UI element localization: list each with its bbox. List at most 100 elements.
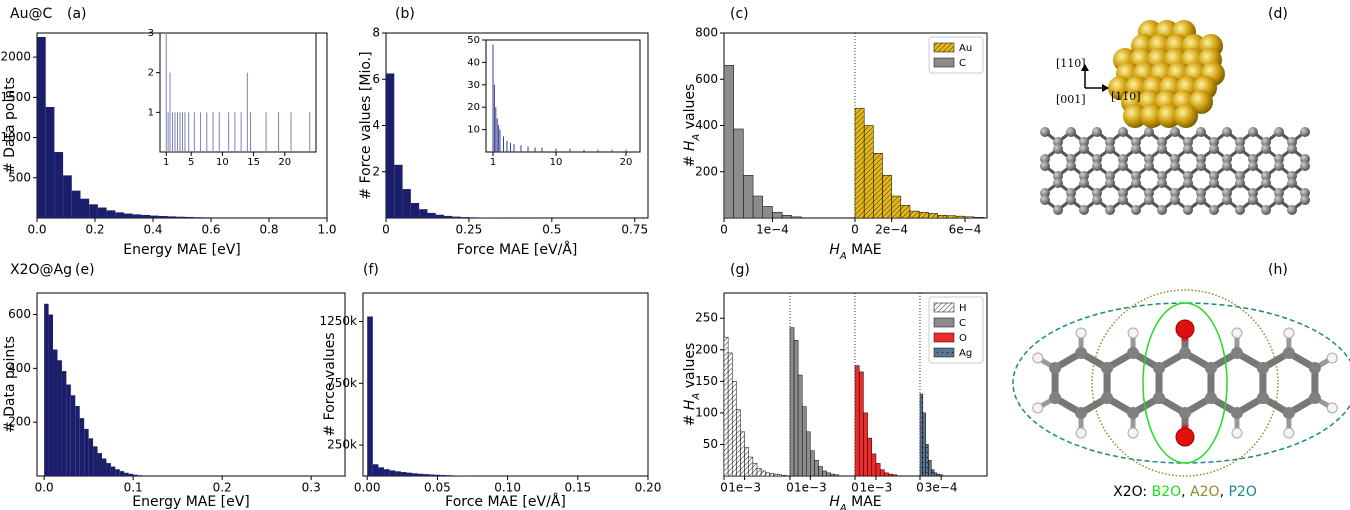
- c-atom: [1300, 127, 1310, 137]
- h-atom: [1231, 327, 1243, 339]
- bar: [727, 352, 733, 477]
- bar: [66, 384, 71, 476]
- bar: [743, 174, 754, 219]
- h-atom: [1075, 327, 1087, 339]
- bar: [884, 472, 889, 477]
- c-atom: [1235, 137, 1245, 147]
- c-atom: [1075, 407, 1088, 419]
- bar: [97, 453, 102, 476]
- c-atom: [1118, 127, 1128, 137]
- x-tick-label: 0.0: [35, 481, 54, 495]
- legend-label: O: [959, 333, 967, 344]
- c-atom: [1053, 205, 1063, 215]
- caption: X2O: B2O, A2O, P2O: [1113, 484, 1257, 500]
- bar: [765, 472, 770, 477]
- bar: [939, 474, 943, 477]
- x-tick-label: 6e−4: [949, 223, 982, 237]
- y-tick-label: 400: [695, 118, 718, 132]
- b2o-ellipse: [1142, 302, 1228, 464]
- bar: [867, 437, 873, 477]
- caption-part: X2O:: [1113, 484, 1151, 500]
- au-atom: [1174, 104, 1198, 128]
- y-tick-label: 40: [467, 57, 480, 68]
- y-axis-label: # HA values: [682, 84, 702, 168]
- arrow-head: [1102, 84, 1109, 92]
- bar: [937, 214, 947, 219]
- bar: [452, 216, 461, 218]
- bar: [423, 474, 429, 476]
- bar: [822, 470, 827, 477]
- bar: [891, 195, 902, 219]
- bar: [736, 409, 741, 477]
- label-part: values: [682, 84, 698, 134]
- c-atom: [1196, 127, 1206, 137]
- c-atom: [1157, 178, 1167, 188]
- bar: [97, 207, 107, 218]
- o-atom: [1175, 427, 1195, 447]
- plot-area: [485, 39, 641, 153]
- bar: [909, 210, 920, 219]
- c-atom: [1261, 137, 1271, 147]
- caption-part: B2O: [1152, 484, 1182, 500]
- x-axis-label: Force MAE [eV/Å]: [445, 493, 566, 510]
- bar: [434, 474, 441, 476]
- c-atom: [1204, 392, 1217, 404]
- bar: [756, 468, 762, 477]
- bar: [806, 431, 811, 477]
- bar: [760, 470, 766, 477]
- c-atom: [1170, 127, 1180, 137]
- c-atom: [1256, 392, 1269, 404]
- bar: [873, 153, 883, 219]
- c-atom: [1066, 154, 1076, 164]
- c-atom: [1144, 188, 1154, 198]
- c-atom: [1248, 127, 1258, 137]
- y-axis-label: # Data points: [2, 77, 18, 174]
- x-tick-label: 0.6: [201, 223, 220, 237]
- c-atom: [1075, 347, 1088, 359]
- bar: [879, 469, 885, 477]
- h-atom: [1283, 427, 1295, 439]
- y-tick-label: 8: [372, 26, 380, 40]
- x-tick-label: 1.0: [317, 223, 336, 237]
- c-atom: [1261, 205, 1271, 215]
- bar: [818, 466, 823, 477]
- x-tick-label: 0.05: [424, 481, 451, 495]
- c-atom: [1235, 144, 1245, 154]
- y-tick-label: 50: [703, 437, 718, 451]
- x-tick-label: 5: [188, 157, 194, 168]
- c-atom: [1157, 137, 1167, 147]
- c-atom: [1274, 127, 1284, 137]
- c-atom: [1230, 407, 1243, 419]
- c-atom: [1040, 188, 1050, 198]
- bar: [793, 340, 799, 477]
- c-atom: [1144, 195, 1154, 205]
- legend-swatch: [933, 57, 955, 68]
- c-atom: [1222, 161, 1232, 171]
- bar: [928, 213, 938, 219]
- x-tick-label: 1: [490, 157, 496, 168]
- x-tick-label: 0.20: [635, 481, 662, 495]
- x-axis-label: HA MAE: [829, 242, 881, 262]
- au-atom: [1157, 104, 1181, 128]
- x-tick-label: 0.4: [143, 223, 162, 237]
- legend-box: [928, 296, 984, 364]
- x-tick-label: 1e−3: [860, 481, 893, 495]
- bar: [451, 475, 458, 476]
- h-atom: [1326, 402, 1338, 414]
- bar: [389, 470, 396, 476]
- y-tick-label: 600: [695, 72, 718, 86]
- c-atom: [1118, 154, 1128, 164]
- c-atom: [1274, 161, 1284, 171]
- c-atom: [1079, 178, 1089, 188]
- bar: [417, 473, 424, 476]
- bar: [406, 472, 413, 476]
- c-atom: [1105, 137, 1115, 147]
- c-atom: [1092, 127, 1102, 137]
- y-tick-label: 250: [695, 311, 718, 325]
- c-atom: [1049, 362, 1062, 374]
- c-atom: [1248, 154, 1258, 164]
- c-atom: [1066, 188, 1076, 198]
- bar: [440, 475, 446, 476]
- bar: [378, 467, 385, 476]
- bar: [801, 406, 807, 477]
